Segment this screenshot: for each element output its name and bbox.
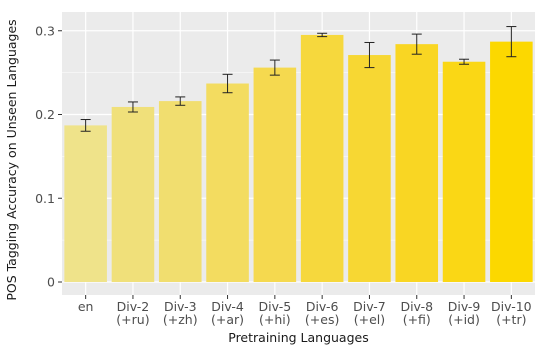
bar	[64, 125, 107, 282]
x-tick-label: Div-6	[306, 299, 339, 314]
y-tick-label: 0.2	[35, 107, 55, 122]
x-tick-label: Div-10	[491, 299, 532, 314]
x-tick-sublabel: (+tr)	[496, 312, 526, 327]
y-tick-label: 0.1	[35, 191, 55, 206]
x-axis-title: Pretraining Languages	[228, 330, 368, 345]
x-tick-label: Div-7	[353, 299, 386, 314]
x-axis-ticks: en Div-2(+ru) Div-3(+zh) Div-4(+ar) Div-5(+h…	[78, 295, 532, 327]
y-axis-ticks: 0 0.1 0.2 0.3	[35, 23, 62, 290]
bar	[253, 67, 297, 282]
y-axis-title: POS Tagging Accuracy on Unseen Languages	[4, 19, 19, 300]
bar	[158, 101, 202, 282]
bar	[490, 41, 533, 283]
bar	[111, 106, 155, 283]
x-tick-sublabel: (+ru)	[116, 312, 149, 327]
x-tick-label: Div-2	[117, 299, 150, 314]
bar	[442, 61, 486, 282]
x-tick-sublabel: (+id)	[448, 312, 480, 327]
y-tick-label: 0.3	[35, 23, 55, 38]
x-tick-sublabel: (+es)	[305, 312, 339, 327]
x-tick-label: Div-4	[211, 299, 244, 314]
x-tick-sublabel: (+hi)	[259, 312, 291, 327]
x-tick-label: Div-5	[259, 299, 292, 314]
x-tick-sublabel: (+fi)	[403, 312, 431, 327]
x-tick-sublabel: (+ar)	[211, 312, 244, 327]
bar	[300, 34, 344, 282]
x-tick-label: Div-9	[448, 299, 481, 314]
x-tick-sublabel: (+zh)	[163, 312, 198, 327]
x-tick-sublabel: (+el)	[354, 312, 385, 327]
bar-layer	[64, 34, 533, 283]
y-tick-label: 0	[47, 275, 55, 290]
error-bar-layer	[80, 26, 517, 132]
x-tick-label: Div-8	[400, 299, 433, 314]
bar	[348, 55, 391, 282]
bar	[395, 44, 439, 283]
x-tick-label: Div-3	[164, 299, 197, 314]
x-tick-label: en	[78, 299, 94, 314]
bar	[206, 83, 249, 282]
